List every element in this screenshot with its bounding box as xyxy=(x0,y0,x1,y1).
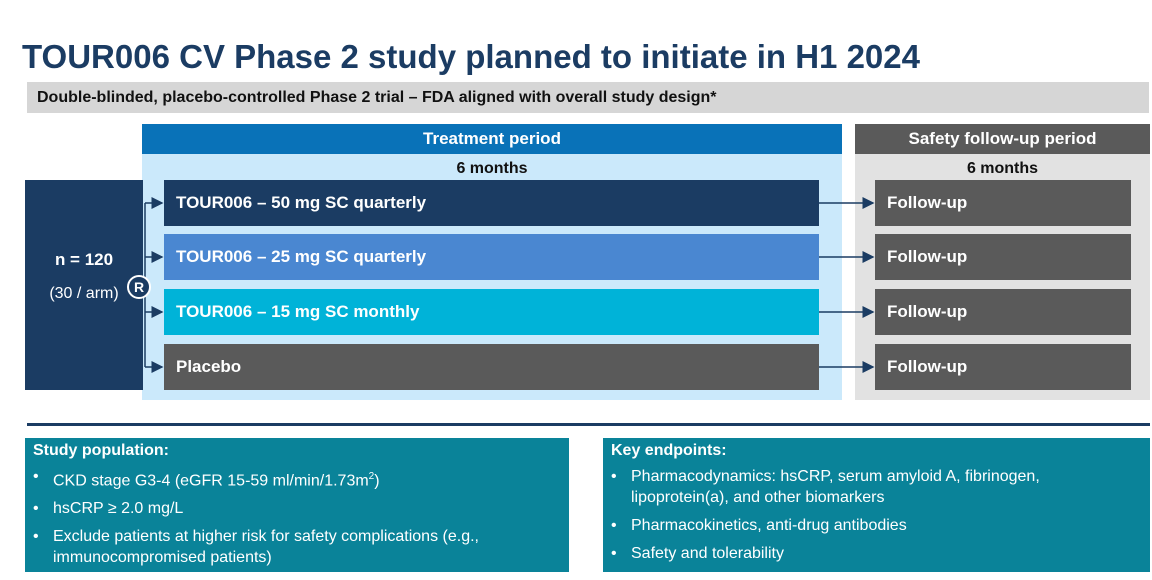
treatment-duration: 6 months xyxy=(456,160,528,177)
list-item: • Pharmacodynamics: hsCRP, serum amyloid… xyxy=(611,466,1142,508)
endpoint-pharmacokinetics: Pharmacokinetics, anti-drug antibodies xyxy=(631,517,907,534)
page-title: TOUR006 CV Phase 2 study planned to init… xyxy=(22,38,920,75)
treatment-period-header: Treatment period xyxy=(142,124,842,154)
bullet-icon: • xyxy=(33,528,39,546)
population-box: n = 120 (30 / arm) xyxy=(25,180,143,390)
endpoint-pharmacodynamics: Pharmacodynamics: hsCRP, serum amyloid A… xyxy=(631,468,1040,506)
per-arm-count: (30 / arm) xyxy=(49,285,119,302)
bullet-icon: • xyxy=(611,517,617,534)
list-item: • Pharmacokinetics, anti-drug antibodies xyxy=(611,515,1142,536)
key-endpoints-title: Key endpoints: xyxy=(611,442,727,459)
bullet-icon: • xyxy=(33,500,39,518)
bullet-icon: • xyxy=(611,468,617,485)
study-population-title: Study population: xyxy=(33,442,169,459)
list-item: • Safety and tolerability xyxy=(611,543,1142,564)
list-item: • CKD stage G3-4 (eGFR 15-59 ml/min/1.73… xyxy=(33,466,561,491)
criterion-ckd-close: ) xyxy=(374,472,380,490)
key-endpoints-list: • Pharmacodynamics: hsCRP, serum amyloid… xyxy=(611,466,1142,564)
followup-box: Follow-up xyxy=(875,180,1131,226)
bullet-icon: • xyxy=(611,545,617,562)
safety-duration: 6 months xyxy=(966,160,1039,177)
followup-box: Follow-up xyxy=(875,289,1131,335)
criterion-exclusion: Exclude patients at higher risk for safe… xyxy=(53,528,479,567)
safety-period-header: Safety follow-up period xyxy=(855,124,1150,154)
study-population-box: Study population: • CKD stage G3-4 (eGFR… xyxy=(25,438,569,572)
arm-25mg-quarterly: TOUR006 – 25 mg SC quarterly xyxy=(164,234,819,280)
subtitle: Double-blinded, placebo-controlled Phase… xyxy=(37,89,717,106)
arm-50mg-quarterly: TOUR006 – 50 mg SC quarterly xyxy=(164,180,819,226)
superscript: 2 xyxy=(368,471,375,482)
section-divider xyxy=(27,423,1150,426)
list-item: • Exclude patients at higher risk for sa… xyxy=(33,526,561,568)
arm-placebo: Placebo xyxy=(164,344,819,390)
randomization-badge: R xyxy=(127,275,151,299)
followup-box: Follow-up xyxy=(875,234,1131,280)
followup-box: Follow-up xyxy=(875,344,1131,390)
list-item: • hsCRP ≥ 2.0 mg/L xyxy=(33,498,561,519)
criterion-ckd-text: CKD stage G3-4 (eGFR 15-59 ml/min/1.73m xyxy=(53,472,369,490)
bullet-icon: • xyxy=(33,468,39,485)
criterion-hscrp: hsCRP ≥ 2.0 mg/L xyxy=(53,500,184,518)
endpoint-safety: Safety and tolerability xyxy=(631,545,784,562)
sample-size: n = 120 xyxy=(54,250,114,269)
study-population-list: • CKD stage G3-4 (eGFR 15-59 ml/min/1.73… xyxy=(33,466,561,568)
key-endpoints-box: Key endpoints: • Pharmacodynamics: hsCRP… xyxy=(603,438,1150,572)
arm-15mg-monthly: TOUR006 – 15 mg SC monthly xyxy=(164,289,819,335)
subtitle-bar xyxy=(27,82,1149,113)
